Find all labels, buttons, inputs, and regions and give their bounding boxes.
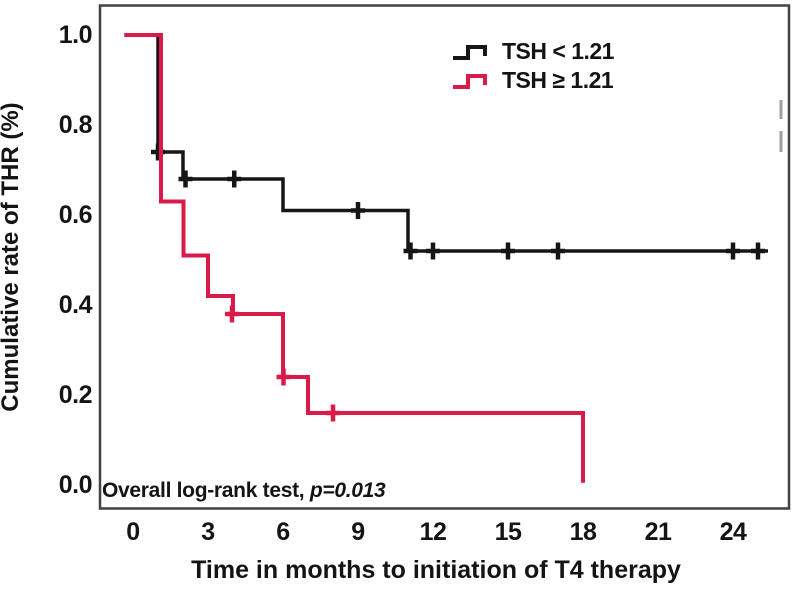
x-tick-label: 24: [719, 518, 747, 546]
x-tick-label: 9: [351, 518, 365, 546]
x-tick-label: 18: [569, 518, 597, 546]
censor-mark-tsh-lt-121: [551, 242, 565, 260]
plot-frame: [98, 4, 791, 510]
censor-mark-tsh-lt-121: [351, 202, 365, 219]
legend-item-tsh-lt-121: TSH < 1.21: [451, 37, 614, 66]
x-tick-label: 12: [419, 518, 447, 546]
km-series-layer: [124, 33, 768, 483]
x-tick-label: 6: [276, 518, 290, 546]
legend-label: TSH ≥ 1.21: [502, 67, 614, 93]
legend: TSH < 1.21 TSH ≥ 1.21: [451, 37, 614, 95]
censor-mark-tsh-lt-121: [227, 170, 242, 188]
y-tick-label: 0.6: [58, 201, 93, 229]
y-tick-label: 1.0: [58, 21, 93, 49]
y-tick-label: 0.4: [58, 291, 93, 319]
y-tick-label: 0.2: [58, 381, 93, 409]
x-tick-label: 3: [201, 518, 215, 546]
legend-label: TSH < 1.21: [502, 38, 614, 64]
censor-mark-tsh-lt-121: [426, 242, 440, 260]
censor-mark-tsh-lt-121: [403, 242, 418, 260]
legend-item-tsh-ge-121: TSH ≥ 1.21: [451, 66, 614, 95]
y-tick-label: 0.8: [58, 111, 93, 139]
censor-mark-tsh-lt-121: [751, 242, 765, 260]
x-tick-label: 0: [126, 518, 140, 546]
x-tick-label: 21: [644, 518, 672, 546]
km-curve-tsh-ge-121: [124, 33, 585, 483]
y-tick-label: 0.0: [58, 471, 93, 499]
censor-mark-tsh-ge-121: [225, 305, 239, 323]
censor-mark-tsh-lt-121: [178, 170, 193, 188]
step-line-icon: [453, 44, 487, 60]
y-axis-title: Cumulative rate of THR (%): [0, 102, 24, 411]
censor-mark-tsh-ge-121: [276, 368, 291, 386]
log-rank-annotation: Overall log-rank test, p=0.013: [102, 478, 386, 504]
x-axis-title: Time in months to initiation of T4 thera…: [191, 556, 681, 584]
step-line-icon: [453, 73, 487, 89]
censor-mark-tsh-lt-121: [726, 242, 740, 260]
p-value-text: p=0.013: [309, 479, 386, 502]
censor-mark-tsh-ge-121: [326, 404, 340, 422]
censor-mark-tsh-lt-121: [501, 242, 515, 260]
x-tick-label: 15: [494, 518, 522, 546]
annotation-text: Overall log-rank test,: [102, 479, 310, 502]
